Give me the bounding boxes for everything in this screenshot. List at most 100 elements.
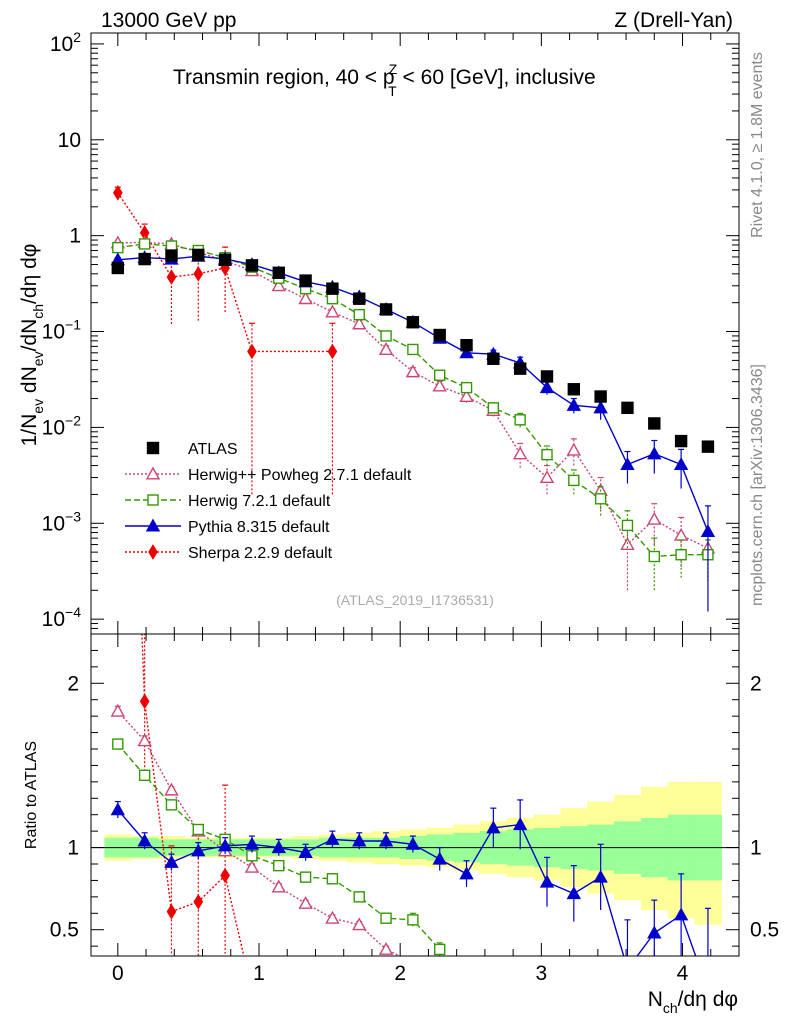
x-tick-label: 1 xyxy=(253,962,265,985)
pythia-point xyxy=(647,925,662,939)
pythia-point xyxy=(673,457,689,471)
tick-exponent: −2 xyxy=(65,412,81,428)
herwig_pp-point xyxy=(325,304,340,318)
atlas-point xyxy=(326,282,339,295)
ratio-plot-frame xyxy=(90,633,740,957)
pythia-point xyxy=(405,836,421,850)
atlas-point xyxy=(272,266,285,279)
herwig_pp-point xyxy=(405,364,421,378)
herwig_pp-point xyxy=(298,895,313,909)
pythia-point xyxy=(566,886,582,900)
herwig_pp-point xyxy=(459,389,474,403)
pythia-point xyxy=(217,838,233,852)
main-y-tick-label: 10 xyxy=(58,129,81,152)
pythia-point xyxy=(566,397,582,411)
x-axis-label: Nch/dη dφ xyxy=(648,988,738,1016)
pythia-point xyxy=(593,400,608,414)
herwig7-point xyxy=(326,873,339,885)
pythia-point xyxy=(647,446,662,460)
herwig7-point xyxy=(621,519,634,532)
herwig_pp-point xyxy=(271,278,286,292)
legend-label-pythia: Pythia 8.315 default xyxy=(188,519,330,536)
herwig7-point xyxy=(648,550,660,563)
sherpa-point xyxy=(220,867,230,884)
herwig7-point xyxy=(568,474,580,487)
herwig7-point xyxy=(353,308,365,321)
pythia-point xyxy=(378,833,394,847)
pythia-point xyxy=(244,836,260,850)
herwig_pp-point xyxy=(271,879,286,893)
herwig7-point xyxy=(594,493,607,505)
herwig_pp-point xyxy=(539,470,555,484)
tick-base: 10 xyxy=(42,416,65,439)
ratio-y-tick-label-right: 2 xyxy=(750,672,762,695)
herwig_pp-point xyxy=(432,378,447,392)
herwig7-point xyxy=(192,823,204,836)
atlas-point xyxy=(111,261,125,275)
atlas-point xyxy=(245,259,259,272)
legend-marker-sherpa xyxy=(148,544,158,560)
main-y-tick-label: 10−4 xyxy=(42,604,82,631)
atlas-point xyxy=(594,390,607,403)
atlas-point xyxy=(433,328,446,342)
x-tick-label: 4 xyxy=(677,962,689,985)
herwig7-point xyxy=(165,799,178,811)
pythia-point xyxy=(459,345,474,359)
energy-label: 13000 GeV pp xyxy=(101,9,236,32)
legend-marker-pythia xyxy=(145,518,161,532)
main-y-tick-label: 10−3 xyxy=(42,508,82,535)
ylabel-sub: ch xyxy=(30,304,46,319)
atlas-point xyxy=(567,383,581,396)
atlas-point xyxy=(648,417,661,430)
sherpa-point xyxy=(139,693,150,710)
xlabel-part: N xyxy=(648,988,663,1011)
ratio-axes: 0.5 0.5 1 1 2 2 0 1 2 3 4 xyxy=(50,649,779,985)
herwig_pp-point xyxy=(378,342,394,355)
atlas-point xyxy=(218,253,232,267)
atlas-point xyxy=(138,252,151,266)
pythia-point xyxy=(700,524,716,538)
ratio-y-axis-label: Ratio to ATLAS xyxy=(23,741,40,849)
pythia-point xyxy=(621,963,633,974)
ratio-y-tick-label-right: 0.5 xyxy=(750,919,779,942)
pythia-point xyxy=(137,833,152,847)
herwig7-point xyxy=(407,914,419,926)
tick-base: 10 xyxy=(50,33,73,56)
herwig7-point xyxy=(487,402,500,414)
herwig7-point xyxy=(514,414,526,426)
ylabel-part: 1/N xyxy=(18,414,41,447)
pythia-point xyxy=(512,817,528,831)
x-tick-label: 3 xyxy=(536,962,548,985)
title-pt-super: Z xyxy=(389,61,398,77)
pythia-point xyxy=(325,831,340,845)
analysis-watermark: (ATLAS_2019_I1736531) xyxy=(336,592,494,608)
herwig7-point xyxy=(541,448,553,461)
ratio-y-tick-label: 0.5 xyxy=(50,919,79,942)
legend-marker-herwig_pp xyxy=(145,466,161,480)
ratio-y-tick-label: 2 xyxy=(67,672,79,695)
xlabel-part: /dη dφ xyxy=(678,988,738,1011)
pythia-point xyxy=(459,866,474,880)
main-y-axis-label: 1/Nev dNev/dNch/dη dφ xyxy=(18,244,46,447)
herwig7-point xyxy=(326,293,339,305)
main-plot-frame xyxy=(90,32,740,635)
pythia-point xyxy=(486,820,501,834)
herwig7-point xyxy=(407,343,419,356)
ylabel-part: /dN xyxy=(18,319,41,352)
herwig7-point xyxy=(138,769,151,781)
herwig_pp-point xyxy=(325,910,340,924)
title-lead: Transmin region, 40 < p xyxy=(173,66,395,89)
rivet-version-text: Rivet 4.1.0, ≥ 1.8M events xyxy=(749,52,766,238)
herwig7-point xyxy=(138,238,151,250)
tick-base: 10 xyxy=(42,512,65,535)
herwig_pp-point xyxy=(298,291,313,305)
sherpa-point xyxy=(113,184,123,201)
pythia-point xyxy=(673,907,689,921)
herwig_pp-point xyxy=(352,316,367,330)
herwig7-point xyxy=(380,330,392,342)
pythia-point xyxy=(539,874,555,888)
ylabel-part: dN xyxy=(18,366,41,399)
atlas-point xyxy=(353,292,366,305)
herwig_pp-point xyxy=(164,782,179,796)
